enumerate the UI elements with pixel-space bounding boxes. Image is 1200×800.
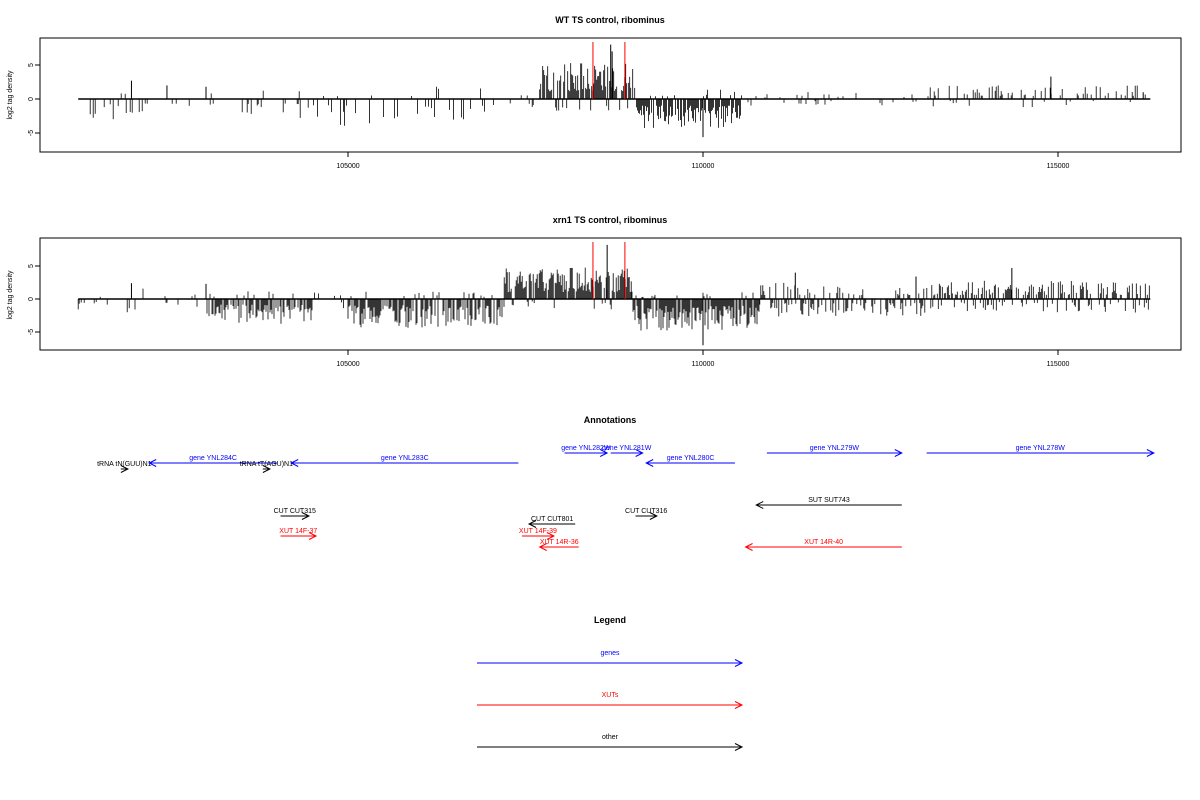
annotation-arrow: gene YNL280C <box>645 455 735 467</box>
annotation-arrow: CUT CUT316 <box>625 508 667 520</box>
arrow-head <box>744 543 753 551</box>
wt-plot-frame <box>39 37 1182 153</box>
x-tick-label: 105000 <box>336 361 359 368</box>
wt-y-axis-label: log2 tag density <box>7 70 14 120</box>
arrow-head <box>527 520 537 528</box>
legend-item: other <box>477 734 744 751</box>
annotation-arrow: SUT SUT743 <box>755 497 902 509</box>
annotation-label: XUT 14F-39 <box>519 528 557 535</box>
y-tick-label: 0 <box>28 97 35 101</box>
x-tick-label: 110000 <box>692 361 715 368</box>
annotations-panel: Annotations tRNA tN(GUU)N1 gene YNL284CtR… <box>97 415 1155 551</box>
x-tick-label: 115000 <box>1047 163 1070 170</box>
arrow-head <box>148 459 157 467</box>
xrn1-plot-frame <box>39 237 1182 351</box>
annotation-label: gene YNL282W <box>561 445 611 452</box>
wt-density-panel: WT TS control, ribominus log2 tag densit… <box>7 15 1182 170</box>
arrow-head <box>635 449 644 457</box>
arrow-head <box>538 543 547 551</box>
annotation-arrow: CUT CUT315 <box>274 508 316 520</box>
annotation-label: CUT CUT801 <box>531 516 573 523</box>
annotation-arrow: gene YNL284C <box>148 455 277 467</box>
annotation-label: tRNA tN(GUU)N1 <box>97 461 152 468</box>
legend-title: Legend <box>594 615 626 625</box>
arrow-head <box>755 501 764 509</box>
annotation-label: gene YNL283C <box>381 455 429 462</box>
annotation-label: gene YNL280C <box>667 455 715 462</box>
xrn1-density-panel: xrn1 TS control, ribominus log2 tag dens… <box>7 215 1182 368</box>
annotation-label: gene YNL278W <box>1016 445 1066 452</box>
annotation-arrow: XUT 14R-36 <box>538 539 579 551</box>
xrn1-y-axis-label: log2 tag density <box>7 270 14 320</box>
annotation-arrow: gene YNL283C <box>290 455 519 467</box>
x-tick-label: 110000 <box>692 163 715 170</box>
arrow-head <box>546 532 556 540</box>
xrn1-density-bars <box>77 242 1151 346</box>
annotation-label: CUT CUT315 <box>274 508 316 515</box>
annotation-label: gene YNL279W <box>810 445 860 452</box>
annotation-arrow: gene YNL282W <box>561 445 611 457</box>
arrow-head <box>301 512 311 520</box>
xrn1-panel-title: xrn1 TS control, ribominus <box>553 215 668 225</box>
annotation-label: XUT 14R-36 <box>540 539 579 546</box>
y-tick-label: 5 <box>28 264 35 268</box>
arrow-head <box>290 459 299 467</box>
arrow-head <box>120 465 130 473</box>
legend-item: genes <box>477 650 744 667</box>
annotation-arrow: XUT 14R-40 <box>744 539 902 551</box>
arrow-head <box>894 449 903 457</box>
arrow-head <box>262 465 272 473</box>
annotation-label: gene YNL284C <box>189 455 237 462</box>
x-tick-label: 105000 <box>336 163 359 170</box>
annotation-arrow: CUT CUT801 <box>527 516 576 528</box>
annotations-title: Annotations <box>584 415 637 425</box>
legend-items: genes XUTs other <box>477 650 744 751</box>
wt-density-bars <box>78 42 1151 138</box>
annotation-label: gene YNL281W <box>602 445 652 452</box>
y-tick-label: -5 <box>28 130 35 136</box>
x-tick-label: 115000 <box>1047 361 1070 368</box>
arrow-head <box>734 659 744 667</box>
wt-axes: -5 0 5 105000 110000 115000 <box>28 63 1070 170</box>
legend-panel: Legend genes XUTs other <box>477 615 744 751</box>
arrow-head <box>308 532 318 540</box>
annotation-label: CUT CUT316 <box>625 508 667 515</box>
annotation-arrow: tRNA tT(AGU)N1 <box>240 461 293 473</box>
annotation-label: XUT 14F-37 <box>279 528 317 535</box>
arrow-head <box>599 449 609 457</box>
annotation-label: XUT 14R-40 <box>804 539 843 546</box>
legend-item: XUTs <box>477 692 744 709</box>
annotation-label: SUT SUT743 <box>808 497 850 504</box>
legend-label: genes <box>600 650 620 657</box>
arrow-head <box>734 701 744 709</box>
arrow-head <box>734 743 744 751</box>
annotation-arrow: gene YNL279W <box>766 445 903 457</box>
annotation-arrow: XUT 14F-37 <box>279 528 317 540</box>
annotation-label: tRNA tT(AGU)N1 <box>240 461 293 468</box>
xrn1-axes: -5 0 5 105000 110000 115000 <box>28 264 1070 368</box>
y-tick-label: 5 <box>28 63 35 67</box>
annotation-arrow: gene YNL281W <box>602 445 652 457</box>
y-tick-label: 0 <box>28 297 35 301</box>
arrow-head <box>645 459 654 467</box>
annotation-arrow: tRNA tN(GUU)N1 <box>97 461 152 473</box>
legend-label: other <box>602 734 619 741</box>
annotation-arrow: gene YNL278W <box>926 445 1155 457</box>
arrow-head <box>649 512 658 520</box>
annotation-arrow: XUT 14F-39 <box>519 528 557 540</box>
wt-panel-title: WT TS control, ribominus <box>555 15 665 25</box>
arrow-head <box>1146 449 1155 457</box>
legend-label: XUTs <box>602 692 619 699</box>
y-tick-label: -5 <box>28 329 35 335</box>
